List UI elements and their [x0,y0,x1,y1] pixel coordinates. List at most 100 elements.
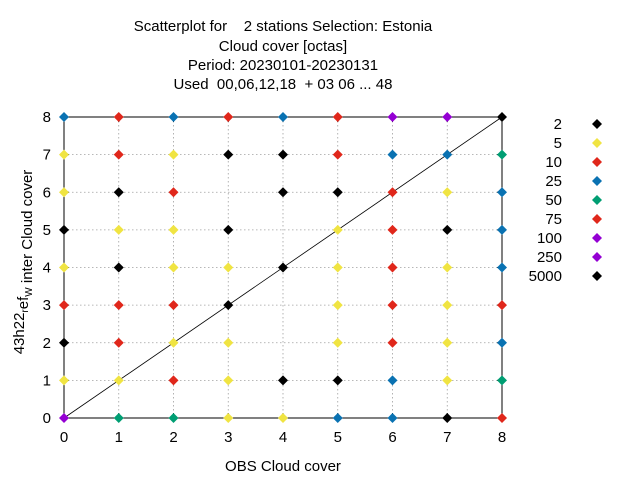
data-point [59,149,69,160]
data-point [387,262,398,273]
data-point [168,224,179,235]
data-point [168,149,179,160]
data-point [113,413,124,423]
legend-label: 5000 [529,268,562,285]
y-tick-label: 1 [43,372,51,389]
data-point [387,187,398,198]
data-point [442,262,453,273]
data-point [168,413,179,423]
data-point [497,337,507,348]
data-point [113,262,124,273]
title-line-1: Scatterplot for 2 stations Selection: Es… [133,18,433,35]
data-point [497,262,507,273]
data-point [278,187,288,198]
y-label-sub1: r [20,309,31,313]
x-tick-label: 6 [388,429,396,446]
data-point [113,337,124,348]
legend-marker [592,138,602,148]
x-tick-label: 1 [115,429,123,446]
legend-marker [592,119,602,129]
data-points [59,112,507,423]
y-tick-label: 4 [43,260,51,277]
legend-marker [592,233,602,243]
data-point [59,375,69,386]
y-tick-label: 3 [43,297,51,314]
legend-label: 50 [545,192,562,209]
grid-lines [64,117,502,418]
x-tick-label: 5 [334,429,342,446]
x-tick-label: 8 [498,429,506,446]
y-axis-label: 43h22refW inter Cloud cover [11,170,36,355]
data-point [113,187,124,198]
x-axis-label: OBS Cloud cover [225,458,341,475]
legend-marker [592,157,602,167]
data-point [497,224,507,235]
data-point [387,337,398,348]
data-point [442,375,453,386]
data-point [223,300,234,311]
legend-label: 100 [537,230,562,247]
data-point [168,337,179,348]
legend-marker [592,271,602,281]
data-point [442,337,453,348]
y-tick-label: 6 [43,184,51,201]
data-point [168,112,179,122]
data-point [332,262,343,273]
legend-label: 250 [537,249,562,266]
y-label-sub2: W [24,287,35,297]
data-point [497,112,507,122]
data-point [223,112,234,122]
legend-marker [592,195,602,205]
y-label-tail: inter Cloud cover [19,170,36,288]
data-point [59,413,69,423]
data-point [332,300,343,311]
data-point [387,300,398,311]
x-tick-label: 3 [224,429,232,446]
title-line-4: Used 00,06,12,18 + 03 06 ... 48 [173,76,393,93]
data-point [113,375,124,386]
data-point [223,337,234,348]
data-point [332,375,343,386]
y-tick-label: 0 [43,410,51,427]
data-point [442,413,453,423]
data-point [332,413,343,423]
legend-label: 5 [554,135,562,152]
data-point [387,413,398,423]
data-point [442,187,453,198]
axis-ticks: 0 1 2 3 4 5 6 7 8 0 1 2 3 4 5 6 7 8 [43,109,507,446]
data-point [59,337,69,348]
legend-marker [592,214,602,224]
data-point [278,149,288,160]
data-point [59,300,69,311]
data-point [223,224,234,235]
data-point [59,224,69,235]
legend-marker [592,176,602,186]
data-point [223,375,234,386]
legend-label: 2 [554,116,562,133]
y-label-mid: ef [15,296,32,309]
data-point [168,187,179,198]
y-tick-label: 5 [43,222,51,239]
data-point [332,187,343,198]
data-point [442,112,453,122]
data-point [442,300,453,311]
data-point [497,149,507,160]
legend-label: 10 [545,154,562,171]
x-tick-label: 4 [279,429,287,446]
data-point [278,413,288,423]
legend-label: 25 [545,173,562,190]
data-point [223,413,234,423]
x-tick-label: 7 [443,429,451,446]
data-point [59,262,69,273]
data-point [332,224,343,235]
y-label-main: 43h22 [11,313,28,355]
data-point [223,262,234,273]
data-point [387,149,398,160]
data-point [278,375,288,386]
y-tick-label: 2 [43,335,51,352]
data-point [332,112,343,122]
title-line-3: Period: 20230101-20230131 [187,57,379,74]
data-point [497,413,507,423]
data-point [387,375,398,386]
